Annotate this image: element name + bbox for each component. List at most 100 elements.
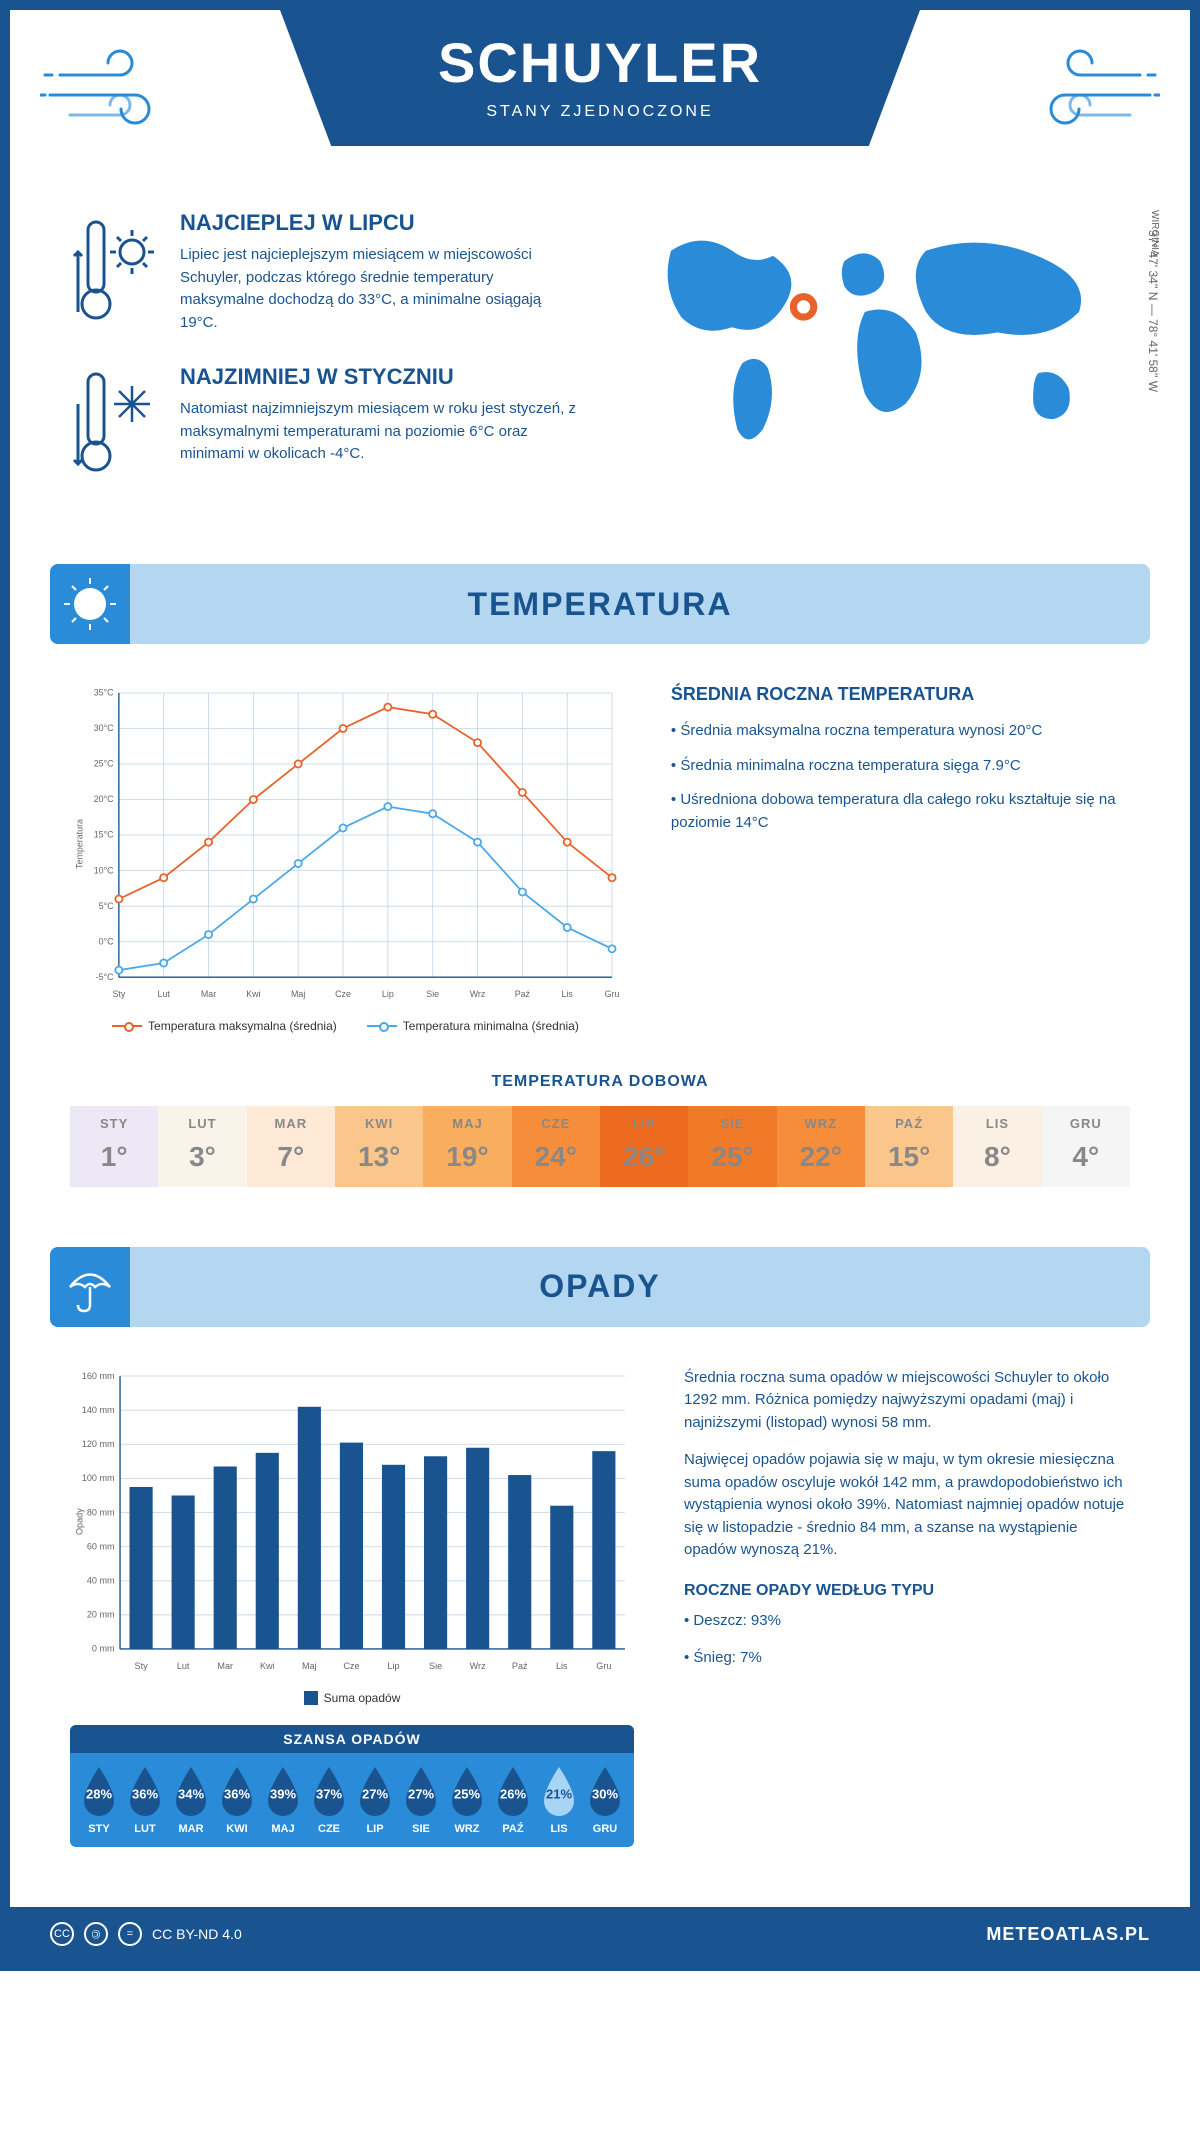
chance-cell: 25%WRZ [446,1765,488,1835]
drop-pct: 27% [408,1786,434,1801]
svg-text:160 mm: 160 mm [82,1371,115,1381]
chance-cell: 27% LIP [354,1765,396,1835]
intro-right: WIRGINIA 37° 47' 34'' N — 78° 41' 58'' W [620,210,1130,514]
temp-chart: -5°C0°C5°C10°C15°C20°C25°C30°C35°CStyLut… [70,684,621,1004]
precip-content: 0 mm20 mm40 mm60 mm80 mm100 mm120 mm140 … [10,1347,1190,1877]
temp-cell: LIP 26° [600,1106,688,1187]
wind-icon-right [1010,40,1160,140]
svg-text:20°C: 20°C [94,794,114,804]
svg-text:Gru: Gru [596,1661,611,1671]
temp-cell: PAŹ 15° [865,1106,953,1187]
svg-text:60 mm: 60 mm [87,1541,115,1551]
drop-pct: 36% [224,1786,250,1801]
temp-cell-value: 4° [1042,1141,1130,1173]
drop-icon: 21% [538,1765,580,1817]
temp-cell-value: 3° [158,1141,246,1173]
temp-cell-month: STY [70,1116,158,1131]
drop-icon: 37% [308,1765,350,1817]
drop-icon: 27% [400,1765,442,1817]
temp-cell-month: KWI [335,1116,423,1131]
header: SCHUYLER STANY ZJEDNOCZONE [10,10,1190,170]
intro-section: NAJCIEPLEJ W LIPCU Lipiec jest najcieple… [10,170,1190,544]
svg-text:Maj: Maj [302,1661,317,1671]
svg-text:Mar: Mar [217,1661,233,1671]
footer-site: METEOATLAS.PL [986,1924,1150,1945]
temp-cell-value: 1° [70,1141,158,1173]
temp-text: ŚREDNIA ROCZNA TEMPERATURA • Średnia mak… [671,684,1130,1033]
svg-text:Kwi: Kwi [246,989,260,999]
hot-block: NAJCIEPLEJ W LIPCU Lipiec jest najcieple… [70,210,580,334]
drop-pct: 39% [270,1786,296,1801]
temp-cell-month: WRZ [777,1116,865,1131]
chance-cell: 36%KWI [216,1765,258,1835]
temp-cell: MAJ19° [423,1106,511,1187]
temp-cell-month: CZE [512,1116,600,1131]
title-band: SCHUYLER STANY ZJEDNOCZONE [280,10,920,146]
chance-cell: 36%LUT [124,1765,166,1835]
temp-cell-month: LIP [600,1116,688,1131]
svg-text:Lut: Lut [158,989,171,999]
temp-cell-value: 19° [423,1141,511,1173]
svg-text:Sty: Sty [112,989,125,999]
svg-text:Sie: Sie [429,1661,442,1671]
license-text: CC BY-ND 4.0 [152,1926,242,1942]
chance-cell: 21% LIS [538,1765,580,1835]
svg-text:Lip: Lip [387,1661,399,1671]
sun-badge [50,564,130,644]
svg-text:Lis: Lis [556,1661,568,1671]
temp-cell: LUT3° [158,1106,246,1187]
svg-text:Gru: Gru [605,989,620,999]
chance-title: SZANSA OPADÓW [70,1725,634,1753]
svg-text:Paź: Paź [515,989,530,999]
chance-row: 28%STY36%LUT34%MAR36%KWI39%MAJ37%CZE27%L… [70,1753,634,1847]
temp-cell: LIS8° [953,1106,1041,1187]
chance-cell: 27%SIE [400,1765,442,1835]
cold-desc: Natomiast najzimniejszym miesiącem w rok… [180,398,580,466]
thermometer-hot-icon [70,210,160,334]
temp-cell-value: 26° [600,1141,688,1173]
svg-text:20 mm: 20 mm [87,1609,115,1619]
drop-icon: 28% [78,1765,120,1817]
temp-cell-value: 13° [335,1141,423,1173]
country-name: STANY ZJEDNOCZONE [320,103,880,121]
daily-temp: TEMPERATURA DOBOWA STY 1°LUT3°MAR7°KWI 13°… [10,1053,1190,1227]
temp-bullet3: • Uśredniona dobowa temperatura dla całe… [671,789,1130,834]
chance-month: LIP [354,1823,396,1835]
precip-legend: Suma opadów [70,1691,634,1705]
chance-cell: 34%MAR [170,1765,212,1835]
drop-pct: 34% [178,1786,204,1801]
daily-temp-title: TEMPERATURA DOBOWA [70,1073,1130,1091]
temp-cell-month: PAŹ [865,1116,953,1131]
chance-month: CZE [308,1823,350,1835]
svg-text:Mar: Mar [201,989,216,999]
svg-text:Opady: Opady [75,1508,85,1535]
svg-text:100 mm: 100 mm [82,1473,115,1483]
drop-icon: 27% [354,1765,396,1817]
svg-text:40 mm: 40 mm [87,1575,115,1585]
cold-text: NAJZIMNIEJ W STYCZNIU Natomiast najzimni… [180,364,580,484]
drop-pct: 37% [316,1786,342,1801]
temp-chart-area: -5°C0°C5°C10°C15°C20°C25°C30°C35°CStyLut… [70,684,621,1033]
legend-max: .legend-item:nth-child(1) .legend-mark::… [112,1019,337,1033]
temp-content: -5°C0°C5°C10°C15°C20°C25°C30°C35°CStyLut… [10,664,1190,1053]
chance-month: MAJ [262,1823,304,1835]
temp-cell: MAR7° [247,1106,335,1187]
svg-text:80 mm: 80 mm [87,1507,115,1517]
svg-text:5°C: 5°C [99,901,114,911]
cc-icon: CC [50,1922,74,1946]
svg-text:10°C: 10°C [94,865,114,875]
world-map [620,210,1130,475]
svg-text:Cze: Cze [343,1661,359,1671]
chance-month: LIS [538,1823,580,1835]
temp-cell: KWI 13° [335,1106,423,1187]
temp-cell-value: 15° [865,1141,953,1173]
precip-para2: Najwięcej opadów pojawia się w maju, w t… [684,1449,1130,1562]
temp-cell-value: 25° [688,1141,776,1173]
page: SCHUYLER STANY ZJEDNOCZONE [0,0,1200,1971]
temp-cell: GRU4° [1042,1106,1130,1187]
svg-text:Paź: Paź [512,1661,528,1671]
svg-text:30°C: 30°C [94,723,114,733]
svg-text:Sie: Sie [426,989,439,999]
svg-text:35°C: 35°C [94,688,114,698]
thermometer-cold-icon [70,364,160,484]
